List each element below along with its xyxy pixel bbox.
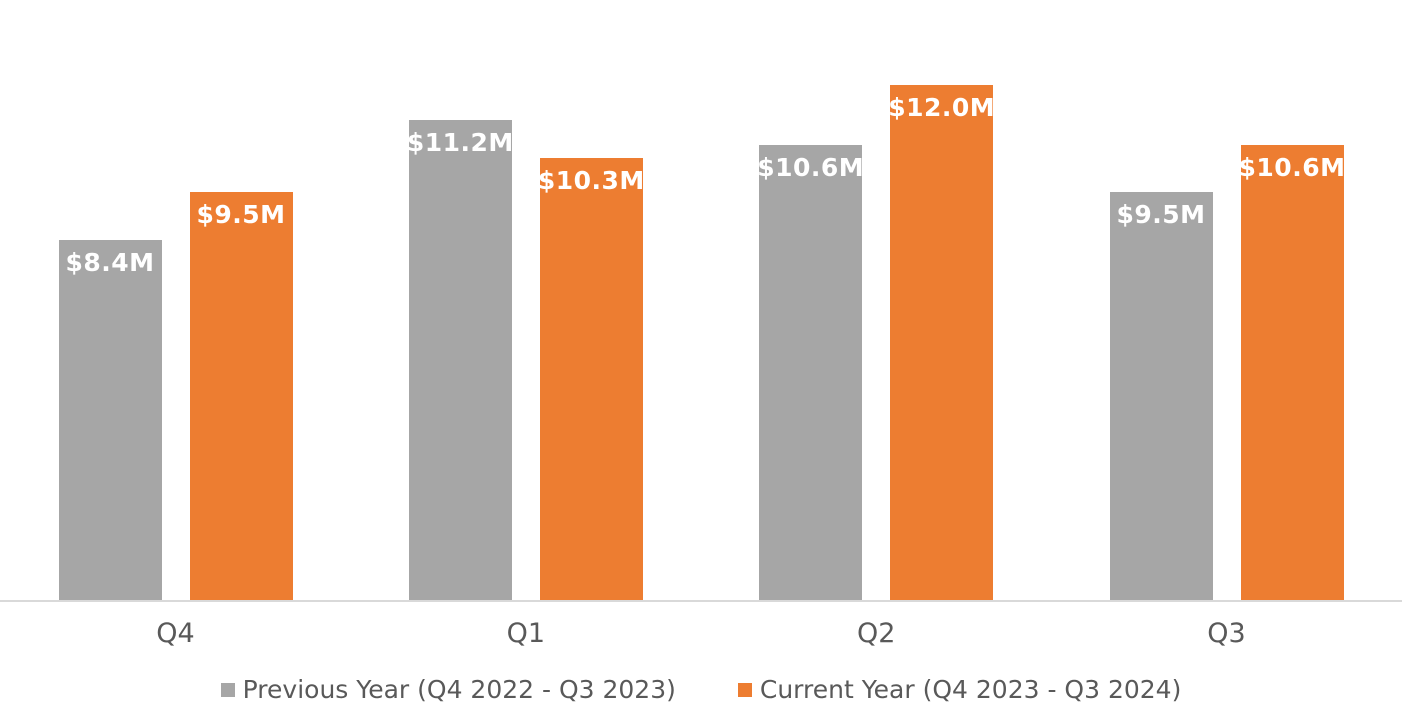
- x-axis-labels: Q4 Q1 Q2 Q3: [0, 619, 1402, 653]
- x-axis-line: [0, 600, 1402, 602]
- bar-current-year-q4: $9.5M: [189, 192, 293, 600]
- bar-value-label: $10.6M: [1238, 153, 1346, 182]
- bar-current-year-q3: $10.6M: [1238, 145, 1346, 600]
- legend-label: Previous Year (Q4 2022 - Q3 2023): [242, 675, 676, 704]
- legend-square-icon: [737, 683, 752, 698]
- x-axis-label-q3: Q3: [1207, 618, 1246, 649]
- bar-value-label: $9.5M: [1116, 200, 1206, 229]
- bar-value-label: $11.2M: [406, 128, 514, 157]
- bar-current-year-q1: $10.3M: [537, 158, 645, 600]
- bar-previous-year-q1: $11.2M: [406, 120, 514, 600]
- bar-previous-year-q2: $10.6M: [757, 145, 865, 600]
- x-axis-label-q1: Q1: [506, 618, 546, 649]
- legend: Previous Year (Q4 2022 - Q3 2023) Current…: [0, 675, 1402, 705]
- bar-value-label: $12.0M: [888, 93, 996, 122]
- legend-item-previous-year: Previous Year (Q4 2022 - Q3 2023): [220, 675, 676, 705]
- bar-previous-year-q3: $9.5M: [1109, 192, 1213, 600]
- legend-item-current-year: Current Year (Q4 2023 - Q3 2024): [737, 675, 1182, 705]
- bar-current-year-q2: $12.0M: [888, 85, 996, 600]
- bar-value-label: $8.4M: [65, 248, 155, 277]
- legend-square-icon: [220, 683, 235, 698]
- bar-value-label: $9.5M: [196, 200, 286, 229]
- bar-previous-year-q4: $8.4M: [58, 240, 162, 600]
- x-axis-label-q2: Q2: [856, 618, 896, 649]
- legend-label: Current Year (Q4 2023 - Q3 2024): [759, 675, 1182, 704]
- bar-value-label: $10.3M: [537, 166, 645, 195]
- bar-value-label: $10.6M: [757, 153, 865, 182]
- x-axis-label-q4: Q4: [156, 618, 195, 649]
